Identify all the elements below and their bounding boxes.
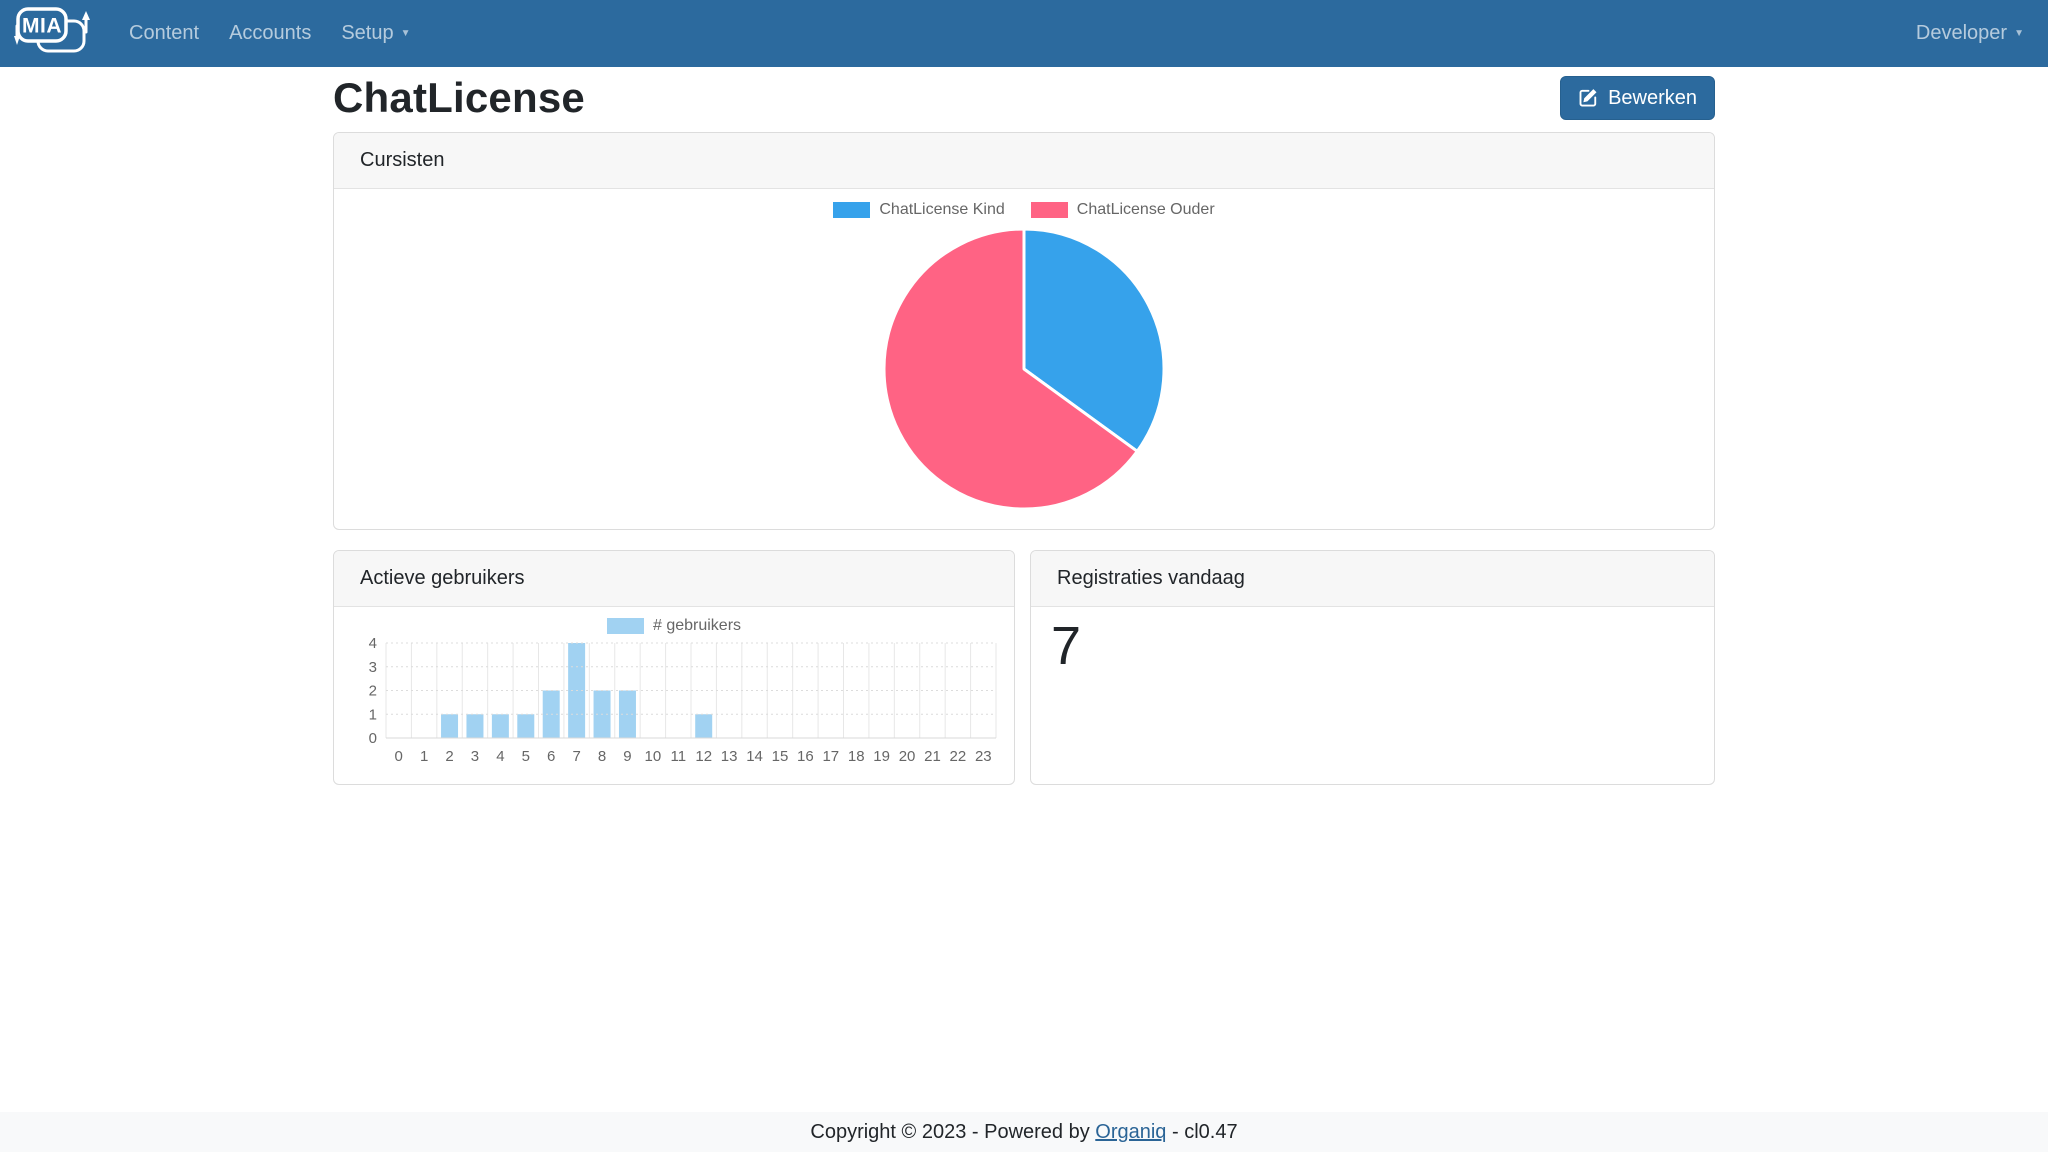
svg-text:6: 6 bbox=[547, 748, 555, 765]
svg-text:7: 7 bbox=[572, 748, 580, 765]
svg-text:5: 5 bbox=[522, 748, 530, 765]
organiq-link[interactable]: Organiq bbox=[1095, 1120, 1167, 1143]
svg-text:2: 2 bbox=[369, 683, 377, 700]
svg-text:MIA: MIA bbox=[22, 15, 62, 38]
pencil-square-icon bbox=[1578, 88, 1598, 108]
registraties-card-body: 7 bbox=[1031, 607, 1714, 686]
registraties-card-header: Registraties vandaag bbox=[1031, 551, 1714, 608]
legend-item[interactable]: ChatLicense Kind bbox=[833, 201, 1005, 219]
legend-item[interactable]: ChatLicense Ouder bbox=[1030, 201, 1215, 219]
svg-text:22: 22 bbox=[950, 748, 967, 765]
nav-item-content[interactable]: Content bbox=[129, 22, 200, 44]
cursisten-card-body: ChatLicense Kind ChatLicense Ouder bbox=[334, 189, 1714, 529]
svg-text:0: 0 bbox=[369, 730, 377, 747]
cursisten-pie-chart bbox=[882, 227, 1166, 511]
legend-label: ChatLicense Kind bbox=[879, 201, 1005, 219]
svg-text:18: 18 bbox=[848, 748, 865, 765]
edit-button[interactable]: Bewerken bbox=[1560, 76, 1715, 121]
actieve-gebruikers-card-body: # gebruikers 0 1 2 3 4 0 1 2 3 4 5 6 7 8 9 10 11 12 13 14 15… bbox=[334, 607, 1014, 784]
svg-text:17: 17 bbox=[822, 748, 839, 765]
svg-text:11: 11 bbox=[671, 748, 687, 765]
chevron-down-icon: ▼ bbox=[2014, 28, 2024, 39]
bar-legend: # gebruikers bbox=[606, 617, 742, 635]
footer: Copyright © 2023 - Powered by Organiq - … bbox=[0, 1112, 2048, 1152]
mia-logo-icon: MIA bbox=[14, 4, 92, 63]
legend-swatch bbox=[606, 618, 644, 635]
svg-text:14: 14 bbox=[746, 748, 763, 765]
svg-text:1: 1 bbox=[369, 706, 377, 723]
main-menu: Content Accounts Setup ▼ bbox=[114, 22, 426, 45]
svg-text:13: 13 bbox=[721, 748, 738, 765]
svg-text:16: 16 bbox=[797, 748, 814, 765]
svg-text:9: 9 bbox=[623, 748, 631, 765]
svg-text:0: 0 bbox=[395, 748, 403, 765]
legend-swatch bbox=[1030, 202, 1068, 219]
svg-text:3: 3 bbox=[471, 748, 479, 765]
pie-legend: ChatLicense Kind ChatLicense Ouder bbox=[833, 201, 1215, 219]
footer-version: - cl0.47 bbox=[1166, 1120, 1238, 1143]
registraties-card: Registraties vandaag 7 bbox=[1030, 550, 1715, 786]
legend-swatch bbox=[833, 202, 871, 219]
legend-label: # gebruikers bbox=[652, 617, 742, 635]
svg-text:20: 20 bbox=[899, 748, 916, 765]
brand-logo[interactable]: MIA bbox=[14, 4, 92, 63]
svg-text:3: 3 bbox=[369, 659, 377, 676]
registraties-count: 7 bbox=[1051, 616, 1082, 677]
svg-text:10: 10 bbox=[645, 748, 662, 765]
chevron-down-icon: ▼ bbox=[400, 28, 411, 39]
actieve-gebruikers-card-header: Actieve gebruikers bbox=[334, 551, 1014, 608]
svg-text:21: 21 bbox=[924, 748, 941, 765]
svg-text:19: 19 bbox=[873, 748, 890, 765]
page-title: ChatLicense bbox=[333, 74, 585, 121]
nav-item-accounts[interactable]: Accounts bbox=[229, 22, 312, 44]
cursisten-card: Cursisten ChatLicense Kind ChatLicense Ou… bbox=[333, 132, 1715, 531]
main-content: ChatLicense Bewerken Cursisten ChatLicen… bbox=[333, 67, 1715, 786]
legend-label: ChatLicense Ouder bbox=[1076, 201, 1215, 219]
footer-text: Copyright © 2023 - Powered by bbox=[810, 1120, 1096, 1143]
svg-text:23: 23 bbox=[975, 748, 992, 765]
svg-text:15: 15 bbox=[772, 748, 789, 765]
svg-text:12: 12 bbox=[695, 748, 712, 765]
svg-text:2: 2 bbox=[445, 748, 453, 765]
legend-item[interactable]: # gebruikers bbox=[606, 617, 742, 635]
svg-text:8: 8 bbox=[598, 748, 606, 765]
cursisten-card-header: Cursisten bbox=[334, 133, 1714, 190]
navbar: MIA Content Accounts Setup ▼ Developer ▼ bbox=[0, 0, 2048, 67]
nav-item-developer[interactable]: Developer ▼ bbox=[1915, 22, 2024, 44]
svg-text:4: 4 bbox=[369, 637, 377, 652]
svg-text:4: 4 bbox=[496, 748, 504, 765]
svg-text:1: 1 bbox=[420, 748, 428, 765]
nav-item-setup[interactable]: Setup ▼ bbox=[341, 22, 411, 44]
